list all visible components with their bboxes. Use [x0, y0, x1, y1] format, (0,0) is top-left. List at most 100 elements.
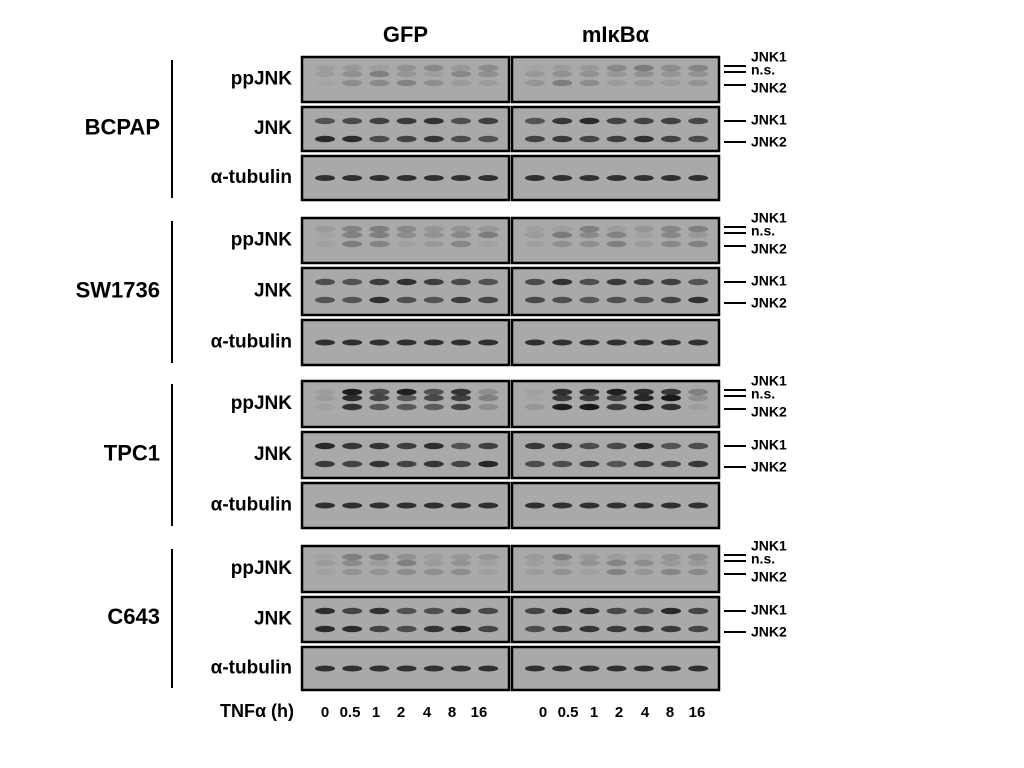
blot-panel: [510, 105, 721, 153]
band: [396, 70, 417, 78]
blot-panel: [510, 544, 721, 594]
band: [579, 225, 600, 233]
band: [661, 70, 681, 78]
band: [688, 607, 709, 615]
band: [396, 460, 417, 468]
band: [525, 65, 545, 71]
band: [369, 625, 390, 633]
timepoint-label: 2: [397, 704, 405, 721]
band: [342, 625, 363, 633]
band: [396, 296, 417, 304]
band: [633, 460, 654, 468]
band: [579, 70, 600, 78]
band: [315, 665, 335, 672]
band-label: JNK2: [751, 404, 787, 420]
band: [525, 442, 545, 450]
cell-line-label: BCPAP: [85, 114, 160, 139]
band: [688, 388, 709, 396]
band: [342, 339, 363, 346]
timepoint-label: 0: [321, 704, 329, 721]
band: [633, 559, 654, 567]
band: [552, 625, 573, 633]
band: [552, 117, 573, 125]
band: [688, 117, 709, 125]
band: [342, 568, 363, 576]
band: [451, 70, 471, 78]
band: [423, 175, 444, 181]
band: [552, 568, 573, 576]
band: [451, 231, 471, 239]
band: [633, 394, 654, 402]
band: [478, 64, 499, 72]
blot-panel: [300, 430, 511, 480]
band: [342, 442, 363, 450]
band: [369, 175, 390, 181]
band: [396, 553, 417, 561]
band: [315, 175, 335, 181]
band: [451, 625, 471, 633]
band: [579, 339, 600, 346]
band: [606, 278, 627, 286]
band: [451, 79, 471, 87]
band: [396, 225, 417, 233]
band: [451, 135, 471, 143]
band: [688, 665, 709, 672]
band: [525, 296, 545, 304]
band: [369, 388, 390, 396]
band: [315, 117, 335, 125]
band: [606, 559, 627, 567]
band: [633, 553, 654, 561]
band: [688, 502, 709, 509]
band: [688, 296, 709, 304]
band: [396, 625, 417, 633]
band: [552, 460, 573, 468]
band: [423, 568, 444, 576]
band: [525, 625, 545, 633]
band: [478, 175, 499, 181]
band: [552, 70, 573, 78]
band: [369, 502, 390, 509]
band: [478, 394, 499, 402]
antibody-label: α-tubulin: [211, 167, 292, 188]
band: [342, 607, 363, 615]
band: [525, 117, 545, 125]
band: [478, 553, 499, 561]
band: [525, 278, 545, 286]
band: [423, 79, 444, 87]
band: [369, 442, 390, 450]
band: [525, 568, 545, 576]
band-label: n.s.: [751, 386, 775, 402]
band: [423, 460, 444, 468]
band: [579, 231, 600, 239]
band: [396, 231, 417, 239]
band: [688, 568, 709, 576]
band: [369, 665, 390, 672]
band: [423, 403, 444, 411]
timepoint-label: 4: [641, 704, 650, 721]
band: [633, 625, 654, 633]
band: [525, 231, 545, 239]
band: [342, 388, 363, 396]
band: [579, 607, 600, 615]
band: [342, 117, 363, 125]
band: [579, 296, 600, 304]
band: [451, 502, 471, 509]
band: [396, 388, 417, 396]
band: [369, 460, 390, 468]
band: [369, 79, 390, 87]
band: [525, 502, 545, 509]
band: [525, 460, 545, 468]
timepoint-label: 0: [539, 704, 547, 721]
band: [579, 625, 600, 633]
band: [688, 339, 709, 346]
band: [478, 231, 499, 239]
band: [342, 175, 363, 181]
band: [423, 553, 444, 561]
band: [688, 70, 709, 78]
band: [552, 278, 573, 286]
band: [451, 403, 471, 411]
band-label: JNK1: [751, 49, 787, 65]
blot-panel: [510, 216, 721, 265]
band: [525, 225, 545, 233]
band: [369, 553, 390, 561]
